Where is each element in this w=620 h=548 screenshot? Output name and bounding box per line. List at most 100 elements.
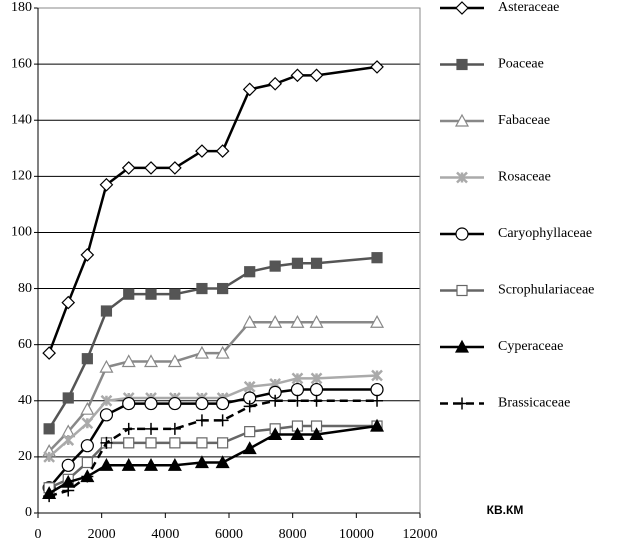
- y-tick-label: 100: [11, 225, 32, 240]
- marker: [145, 437, 157, 449]
- x-tick-label: 4000: [151, 527, 179, 542]
- marker: [61, 458, 75, 472]
- plot-frame: [37, 7, 421, 514]
- marker: [268, 76, 283, 91]
- marker: [455, 227, 469, 241]
- marker: [100, 436, 113, 449]
- y-tick-label: 60: [18, 337, 32, 352]
- marker: [194, 345, 209, 359]
- marker: [80, 401, 95, 415]
- legend-label: Brassicaceae: [498, 396, 570, 411]
- marker: [195, 144, 209, 158]
- marker: [169, 437, 181, 449]
- marker: [310, 394, 323, 407]
- y-tick-label: 160: [11, 56, 32, 71]
- marker: [167, 354, 182, 368]
- legend-label: Rosaceae: [498, 170, 551, 185]
- marker: [145, 422, 158, 435]
- marker: [99, 408, 114, 422]
- marker: [216, 396, 230, 411]
- marker: [291, 257, 304, 269]
- legend-label: Poaceae: [498, 57, 544, 72]
- marker: [43, 490, 56, 503]
- marker: [370, 382, 384, 397]
- marker: [309, 427, 324, 441]
- marker: [81, 456, 93, 469]
- marker: [121, 458, 136, 471]
- marker: [99, 177, 114, 192]
- marker: [309, 68, 324, 83]
- marker: [62, 392, 74, 404]
- y-tick-label: 0: [25, 505, 32, 520]
- marker: [100, 305, 113, 317]
- x-tick-label: 0: [35, 527, 42, 542]
- marker: [195, 396, 209, 411]
- marker: [456, 58, 468, 71]
- marker: [62, 434, 75, 446]
- marker: [371, 394, 384, 407]
- marker: [81, 417, 94, 430]
- marker: [99, 359, 114, 373]
- marker: [121, 354, 136, 368]
- marker: [81, 470, 94, 483]
- marker: [216, 414, 229, 427]
- marker: [456, 171, 468, 184]
- marker: [370, 60, 384, 74]
- marker: [215, 345, 230, 359]
- marker: [291, 372, 304, 385]
- x-tick-label: 6000: [215, 527, 243, 542]
- legend-label: Asteraceae: [498, 0, 559, 15]
- marker: [269, 260, 281, 272]
- series-line: [48, 399, 378, 498]
- marker: [371, 252, 383, 264]
- marker: [455, 1, 469, 15]
- y-tick-label: 20: [18, 449, 32, 464]
- marker: [194, 455, 209, 469]
- marker: [268, 314, 283, 328]
- marker: [310, 257, 323, 269]
- x-axis-label: КВ.КМ: [487, 503, 524, 517]
- marker: [144, 161, 158, 175]
- series-line: [47, 65, 378, 354]
- marker: [454, 339, 470, 353]
- marker: [268, 427, 283, 441]
- marker: [143, 354, 159, 368]
- legend-label: Cyperaceae: [498, 339, 563, 354]
- marker: [290, 382, 305, 397]
- marker: [167, 458, 182, 471]
- marker: [123, 288, 135, 300]
- marker: [144, 396, 158, 411]
- series-line: [48, 388, 378, 489]
- marker: [309, 382, 324, 397]
- marker: [80, 439, 94, 453]
- marker: [122, 422, 135, 435]
- marker: [291, 394, 304, 407]
- marker: [243, 400, 256, 413]
- y-tick-label: 120: [11, 169, 32, 184]
- marker: [195, 414, 208, 427]
- marker: [456, 397, 468, 410]
- marker: [145, 288, 157, 300]
- y-tick-label: 40: [18, 393, 32, 408]
- marker: [62, 484, 75, 497]
- marker: [370, 418, 385, 432]
- marker: [242, 314, 257, 328]
- marker: [290, 427, 305, 441]
- marker: [196, 282, 208, 295]
- marker: [123, 437, 135, 449]
- marker: [168, 161, 182, 175]
- marker: [310, 372, 323, 385]
- marker: [243, 380, 256, 393]
- marker: [122, 396, 136, 411]
- marker: [371, 369, 383, 382]
- marker: [290, 68, 305, 83]
- marker: [168, 422, 181, 435]
- marker: [217, 282, 229, 295]
- marker: [215, 144, 230, 158]
- x-tick-label: 2000: [88, 527, 116, 542]
- marker: [81, 353, 93, 365]
- marker: [244, 266, 256, 278]
- marker: [242, 82, 257, 97]
- x-tick-label: 8000: [279, 527, 307, 542]
